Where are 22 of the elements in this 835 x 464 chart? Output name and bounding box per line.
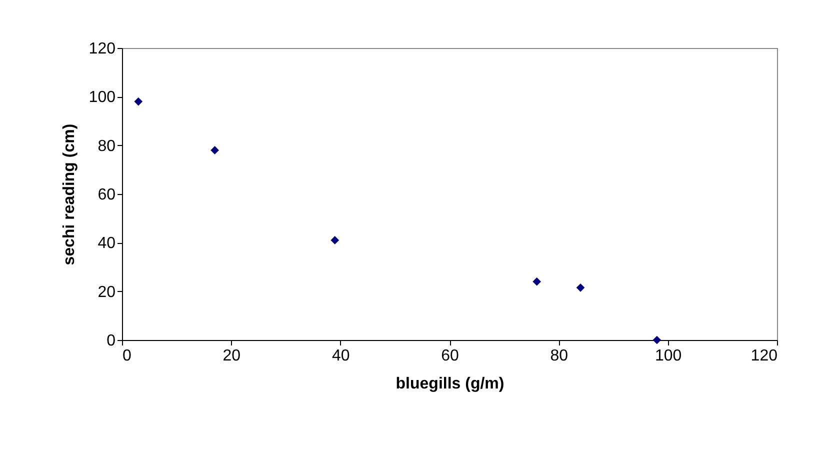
x-tick-label: 0 — [122, 348, 132, 364]
y-tick-label: 0 — [106, 332, 116, 350]
y-tick-label: 100 — [88, 89, 116, 106]
x-tick-label: 120 — [750, 348, 778, 364]
point — [652, 336, 662, 344]
point — [330, 236, 340, 244]
point — [210, 146, 219, 154]
y-tick-label: 120 — [88, 40, 116, 58]
point — [532, 277, 542, 286]
x-tick-label: 100 — [654, 348, 682, 364]
y-tick-label: 40 — [98, 235, 116, 252]
y-tick-label: 20 — [98, 284, 116, 301]
y-tick-label: 60 — [98, 186, 116, 204]
x-tick-label: 80 — [550, 348, 568, 364]
x-tick-label: 40 — [332, 348, 350, 364]
x-tick-label: 20 — [222, 348, 241, 364]
point — [134, 97, 143, 106]
x-axis-title: bluegills (g/m) — [396, 376, 504, 392]
y-axis-title: sechi reading (cm) — [60, 124, 78, 266]
x-tick-label: 60 — [441, 348, 459, 364]
point — [576, 284, 585, 292]
y-tick-label: 80 — [98, 138, 116, 155]
